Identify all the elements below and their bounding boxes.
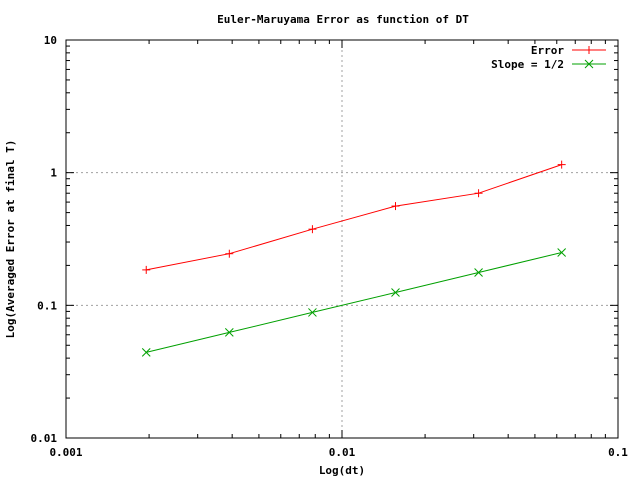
x-tick-label: 0.01: [329, 446, 356, 459]
legend-marker: [585, 46, 593, 54]
series-1-point: [142, 265, 151, 274]
plot-frame: [65, 39, 619, 439]
x-axis-label: Log(dt): [319, 464, 365, 477]
series-layer: [141, 160, 567, 357]
series-1-point: [391, 202, 400, 211]
series-2-point: [474, 268, 483, 277]
series-1-point: [308, 225, 317, 234]
y-axis-label: Log(Averaged Error at final T): [4, 140, 17, 339]
y-tick-label: 0.01: [31, 432, 58, 445]
chart-title: Euler-Maruyama Error as function of DT: [217, 13, 469, 26]
series-2-line: [146, 252, 562, 353]
ticks: [65, 39, 619, 439]
series-2-point: [141, 348, 151, 357]
legend-label: Slope = 1/2: [491, 58, 564, 71]
y-tick-label: 1: [50, 167, 57, 180]
legend-label: Error: [531, 44, 564, 57]
series-1-point: [225, 249, 234, 258]
series-1-point: [557, 160, 566, 169]
grid: [66, 40, 618, 438]
y-tick-label: 0.1: [37, 299, 57, 312]
series-1-line: [146, 164, 562, 271]
series-2-point: [391, 288, 400, 297]
series-2-point: [557, 248, 567, 257]
series-1-point: [474, 189, 483, 198]
series-2-point: [224, 328, 234, 337]
x-tick-label: 0.001: [49, 446, 82, 459]
legend-marker: [584, 59, 594, 69]
series-2-point: [308, 308, 317, 317]
y-tick-label: 10: [44, 34, 57, 47]
x-tick-label: 0.1: [608, 446, 628, 459]
